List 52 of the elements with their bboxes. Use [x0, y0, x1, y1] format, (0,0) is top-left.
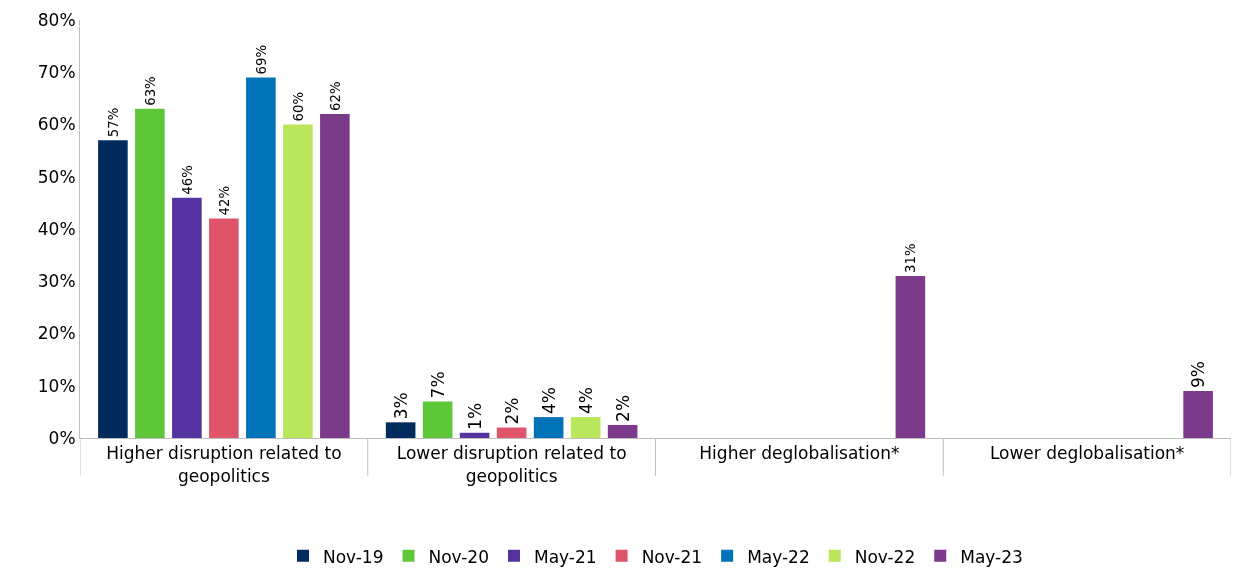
x-tick-label: Higher deglobalisation* — [699, 443, 900, 464]
data-label: 62% — [327, 81, 343, 112]
data-label: 2% — [501, 397, 522, 425]
data-label: 2% — [612, 394, 633, 422]
data-label: 7% — [427, 371, 448, 399]
x-tick-label: Lower disruption related to geopolitics — [396, 443, 627, 486]
bar — [895, 276, 926, 438]
y-tick-label: 70% — [37, 62, 76, 83]
y-tick-label: 20% — [37, 323, 76, 344]
legend-label: Nov-21 — [641, 546, 703, 567]
data-label: 63% — [142, 76, 158, 106]
y-tick-label: 0% — [48, 427, 76, 448]
bar — [459, 432, 490, 438]
x-tick-label: Higher disruption related to geopolitics — [106, 443, 342, 486]
bar — [135, 108, 165, 438]
legend-label: Nov-20 — [428, 546, 489, 567]
bar — [98, 140, 128, 438]
bar — [172, 197, 202, 438]
data-label: 57% — [105, 107, 121, 138]
legend-label: May-23 — [960, 546, 1023, 567]
bar — [533, 417, 564, 438]
bar — [570, 417, 601, 438]
bar — [385, 422, 416, 438]
data-label: 60% — [290, 91, 306, 122]
bar — [607, 424, 638, 438]
data-label: 31% — [903, 243, 919, 274]
y-tick-label: 60% — [37, 114, 76, 135]
data-label: 69% — [253, 44, 269, 75]
bar — [1183, 390, 1213, 438]
data-label: 4% — [538, 387, 559, 415]
y-tick-label: 10% — [37, 375, 76, 396]
bar — [496, 427, 527, 438]
legend-label: Nov-19 — [323, 546, 384, 567]
data-label: 42% — [216, 185, 232, 216]
y-tick-label: 80% — [37, 9, 76, 30]
bar — [209, 218, 239, 438]
legend-label: Nov-22 — [854, 546, 916, 567]
bar — [246, 77, 276, 438]
bar — [320, 114, 350, 438]
bar — [422, 401, 453, 438]
legend-label: May-21 — [534, 546, 597, 567]
data-label: 9% — [1188, 361, 1209, 388]
data-label: 4% — [575, 387, 596, 415]
bar — [283, 124, 313, 438]
y-tick-label: 40% — [37, 218, 76, 239]
data-label: 3% — [390, 392, 411, 420]
legend-label: May-22 — [747, 546, 810, 567]
data-label: 46% — [179, 165, 195, 195]
y-tick-label: 50% — [37, 166, 76, 187]
y-tick-label: 30% — [37, 271, 76, 292]
data-label: 1% — [464, 402, 485, 430]
x-tick-label: Lower deglobalisation* — [989, 443, 1185, 464]
